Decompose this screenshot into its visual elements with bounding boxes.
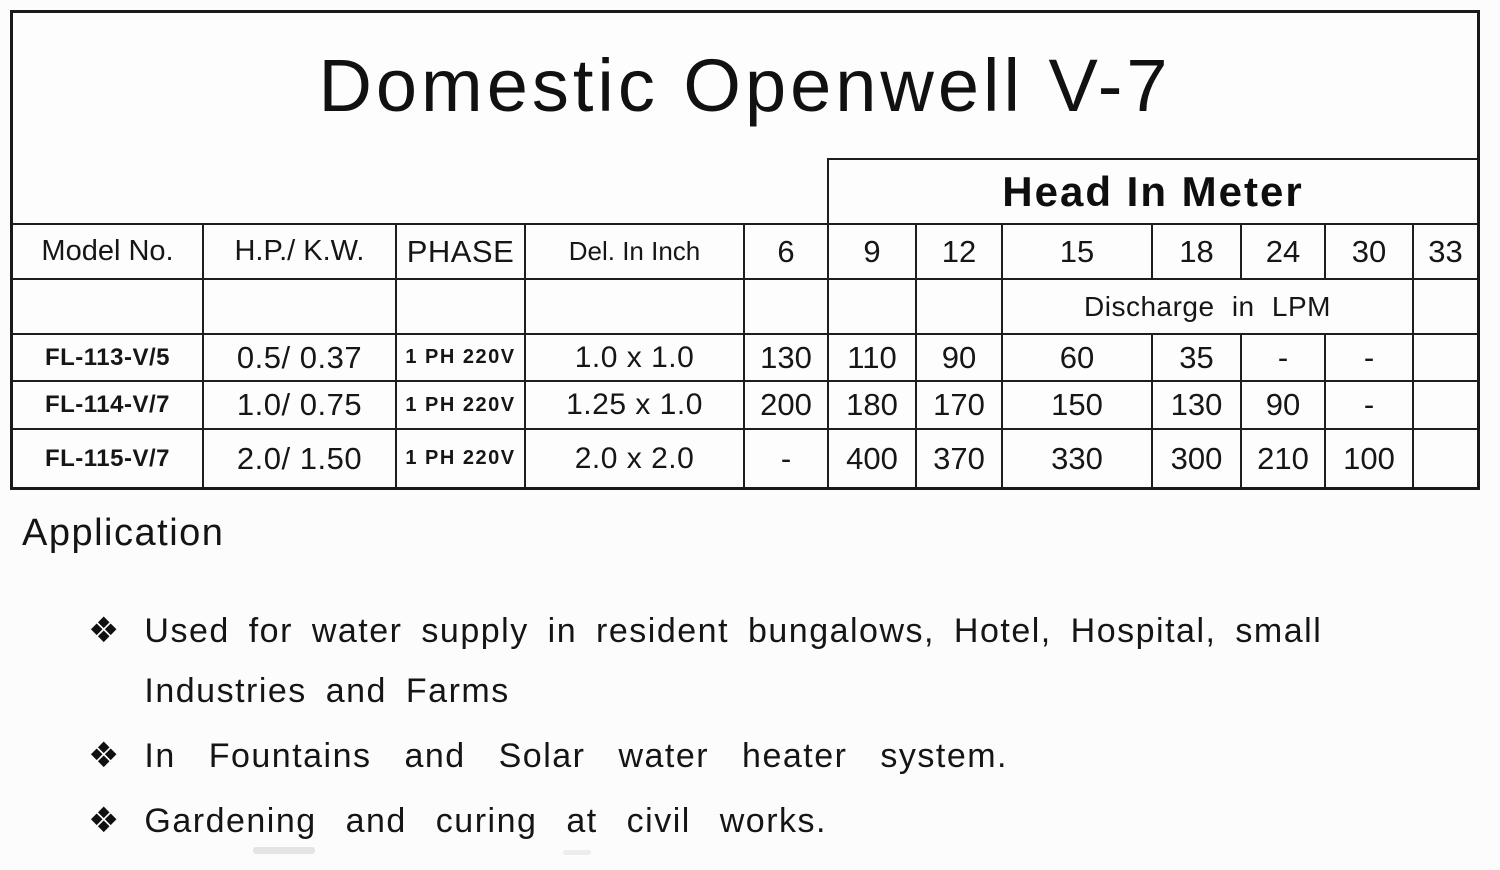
- list-item: ❖ In Fountains and Solar water heater sy…: [88, 726, 1488, 786]
- cell-model-0: FL-113-V/5: [13, 333, 202, 380]
- empty-cell: [395, 278, 524, 333]
- title-spacer: [13, 158, 827, 223]
- cell-phase-1: 1 PH 220V: [395, 380, 524, 428]
- cell-discharge-0-2: 90: [915, 333, 1001, 380]
- list-item: ❖ Used for water supply in resident bung…: [88, 601, 1488, 721]
- cell-discharge-1-6: -: [1324, 380, 1412, 428]
- col-header-head-6: 6: [743, 223, 827, 278]
- col-header-head-33: 33: [1412, 223, 1477, 278]
- cell-discharge-0-1: 110: [827, 333, 915, 380]
- cell-discharge-2-4: 300: [1151, 428, 1240, 487]
- col-header-phase: PHASE: [395, 223, 524, 278]
- col-header-hp-kw: H.P./ K.W.: [202, 223, 395, 278]
- cell-discharge-2-6: 100: [1324, 428, 1412, 487]
- col-header-del-inch: Del. In Inch: [524, 223, 743, 278]
- cell-discharge-1-4: 130: [1151, 380, 1240, 428]
- cell-discharge-1-3: 150: [1001, 380, 1151, 428]
- list-item-text: Gardening and curing at civil works.: [144, 791, 827, 851]
- cell-hp-kw-2: 2.0/ 1.50: [202, 428, 395, 487]
- application-heading: Application: [22, 512, 225, 554]
- cell-del-inch-0: 1.0 x 1.0: [524, 333, 743, 380]
- list-item-line: Gardening and curing at civil works.: [144, 802, 827, 840]
- col-header-model: Model No.: [13, 223, 202, 278]
- scan-artifact: [253, 847, 315, 854]
- col-header-head-15: 15: [1001, 223, 1151, 278]
- cell-discharge-2-5: 210: [1240, 428, 1324, 487]
- col-header-head-30: 30: [1324, 223, 1412, 278]
- list-item-line: Used for water supply in resident bungal…: [144, 612, 1323, 650]
- col-header-head-24: 24: [1240, 223, 1324, 278]
- cell-discharge-1-2: 170: [915, 380, 1001, 428]
- diamond-bullet-icon: ❖: [88, 611, 120, 650]
- col-header-head-12: 12: [915, 223, 1001, 278]
- cell-del-inch-2: 2.0 x 2.0: [524, 428, 743, 487]
- list-item-line: Industries and Farms: [144, 672, 510, 710]
- cell-phase-2: 1 PH 220V: [395, 428, 524, 487]
- cell-discharge-0-7: [1412, 333, 1477, 380]
- list-item-text: Used for water supply in resident bungal…: [144, 601, 1322, 721]
- cell-discharge-2-3: 330: [1001, 428, 1151, 487]
- diamond-bullet-icon: ❖: [88, 736, 120, 775]
- page-title: Domestic Openwell V-7: [318, 44, 1172, 127]
- cell-hp-kw-0: 0.5/ 0.37: [202, 333, 395, 380]
- cell-discharge-2-0: -: [743, 428, 827, 487]
- cell-del-inch-1: 1.25 x 1.0: [524, 380, 743, 428]
- cell-discharge-1-0: 200: [743, 380, 827, 428]
- diamond-bullet-icon: ❖: [88, 801, 120, 840]
- spec-table: Domestic Openwell V-7 Head In Meter Mode…: [10, 10, 1480, 490]
- cell-discharge-0-0: 130: [743, 333, 827, 380]
- head-in-meter-label: Head In Meter: [827, 158, 1477, 223]
- list-item: ❖ Gardening and curing at civil works.: [88, 791, 1488, 851]
- empty-cell: [202, 278, 395, 333]
- col-header-head-9: 9: [827, 223, 915, 278]
- cell-hp-kw-1: 1.0/ 0.75: [202, 380, 395, 428]
- col-header-head-18: 18: [1151, 223, 1240, 278]
- cell-discharge-1-5: 90: [1240, 380, 1324, 428]
- cell-discharge-0-4: 35: [1151, 333, 1240, 380]
- list-item-text: In Fountains and Solar water heater syst…: [144, 726, 1008, 786]
- cell-discharge-0-5: -: [1240, 333, 1324, 380]
- cell-discharge-0-6: -: [1324, 333, 1412, 380]
- cell-phase-0: 1 PH 220V: [395, 333, 524, 380]
- discharge-unit-label: Discharge in LPM: [1001, 278, 1412, 333]
- cell-discharge-2-1: 400: [827, 428, 915, 487]
- cell-discharge-1-1: 180: [827, 380, 915, 428]
- empty-cell: [915, 278, 1001, 333]
- empty-cell: [13, 278, 202, 333]
- cell-discharge-2-7: [1412, 428, 1477, 487]
- cell-discharge-2-2: 370: [915, 428, 1001, 487]
- empty-cell: [1412, 278, 1477, 333]
- cell-model-2: FL-115-V/7: [13, 428, 202, 487]
- empty-cell: [743, 278, 827, 333]
- empty-cell: [524, 278, 743, 333]
- scan-artifact: [563, 850, 591, 855]
- empty-cell: [827, 278, 915, 333]
- application-list: ❖ Used for water supply in resident bung…: [88, 601, 1488, 856]
- list-item-line: In Fountains and Solar water heater syst…: [144, 737, 1009, 775]
- cell-discharge-0-3: 60: [1001, 333, 1151, 380]
- cell-discharge-1-7: [1412, 380, 1477, 428]
- cell-model-1: FL-114-V/7: [13, 380, 202, 428]
